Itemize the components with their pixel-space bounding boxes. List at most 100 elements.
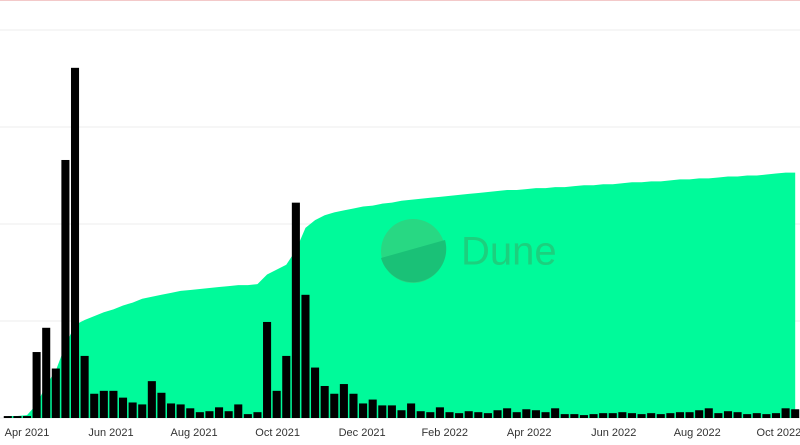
bar	[599, 413, 608, 418]
bar	[407, 403, 416, 418]
bar	[282, 355, 291, 418]
bar	[253, 412, 262, 418]
watermark-text: Dune	[461, 230, 557, 274]
bar	[215, 407, 224, 418]
bar	[743, 414, 752, 418]
bar	[13, 416, 22, 418]
bar	[570, 414, 579, 418]
bar	[762, 414, 771, 418]
bar	[263, 321, 272, 418]
area	[7, 172, 796, 418]
bar	[109, 390, 118, 418]
x-tick-label: Apr 2022	[507, 427, 552, 439]
bar	[589, 414, 598, 418]
bar	[675, 412, 685, 418]
bar	[291, 202, 300, 418]
bar	[445, 412, 454, 418]
bar	[704, 408, 713, 418]
x-tick-label: Aug 2021	[171, 427, 218, 439]
bar	[781, 408, 790, 418]
x-tick-label: Oct 2022	[757, 427, 800, 439]
bar	[416, 411, 425, 418]
bar	[387, 405, 396, 418]
bar	[51, 368, 60, 418]
bar	[272, 390, 281, 418]
bar	[301, 294, 310, 418]
bar	[522, 409, 531, 418]
bar	[551, 408, 560, 418]
bar	[339, 384, 348, 418]
bar	[608, 413, 617, 418]
bar	[483, 413, 492, 418]
bar	[368, 399, 377, 418]
bar	[195, 412, 204, 418]
bar	[32, 352, 41, 418]
bar	[70, 67, 80, 418]
bar	[147, 381, 156, 418]
bar	[541, 412, 550, 418]
x-axis: Apr 2021 Jun 2021 Aug 2021 Oct 2021 Dec 2021…	[5, 427, 800, 439]
watermark: Dune	[381, 219, 557, 283]
bar	[685, 412, 694, 418]
bar	[61, 159, 70, 419]
bar	[99, 390, 108, 418]
bar	[464, 411, 473, 418]
bar	[138, 404, 147, 418]
bar	[42, 327, 51, 418]
bar	[128, 402, 137, 418]
bar	[714, 413, 723, 418]
bar	[311, 367, 320, 418]
bar	[752, 413, 761, 418]
bar	[579, 415, 588, 418]
bar	[397, 410, 406, 418]
bar	[118, 397, 128, 418]
bar	[493, 410, 502, 418]
bar	[512, 412, 521, 418]
bar	[666, 413, 675, 418]
bar	[234, 404, 243, 418]
x-tick-label: Oct 2021	[255, 427, 300, 439]
bar	[349, 393, 358, 418]
bar	[647, 413, 656, 418]
bar	[474, 412, 483, 418]
bar	[167, 403, 176, 418]
bar	[205, 411, 214, 418]
bar	[560, 414, 569, 418]
bar	[157, 392, 166, 418]
x-tick-label: Feb 2022	[421, 427, 467, 439]
bar	[435, 407, 444, 418]
x-tick-label: Apr 2021	[5, 427, 50, 439]
bar	[80, 355, 89, 418]
bar	[531, 410, 540, 418]
x-tick-label: Jun 2022	[591, 427, 636, 439]
bar	[359, 403, 368, 418]
bar	[320, 385, 329, 418]
bar	[3, 416, 12, 418]
bar	[627, 413, 636, 418]
bar	[771, 413, 781, 418]
bar	[186, 408, 195, 418]
bar	[426, 412, 435, 418]
bar	[330, 393, 339, 418]
area-layer	[7, 172, 796, 418]
bar	[637, 414, 646, 418]
bar	[733, 412, 742, 418]
bar	[695, 410, 704, 418]
bar	[243, 414, 252, 418]
bar	[224, 411, 233, 418]
bar	[791, 409, 800, 418]
bar	[503, 408, 512, 418]
bar	[618, 412, 627, 418]
bar-layer	[3, 67, 800, 419]
x-tick-label: Aug 2022	[674, 427, 721, 439]
bar	[723, 411, 733, 418]
x-tick-label: Jun 2021	[88, 427, 133, 439]
x-tick-label: Dec 2021	[339, 427, 386, 439]
watermark-logo-part	[381, 240, 447, 283]
bar	[656, 414, 665, 418]
bar	[378, 405, 387, 418]
bar	[455, 413, 464, 418]
bar	[90, 393, 99, 418]
